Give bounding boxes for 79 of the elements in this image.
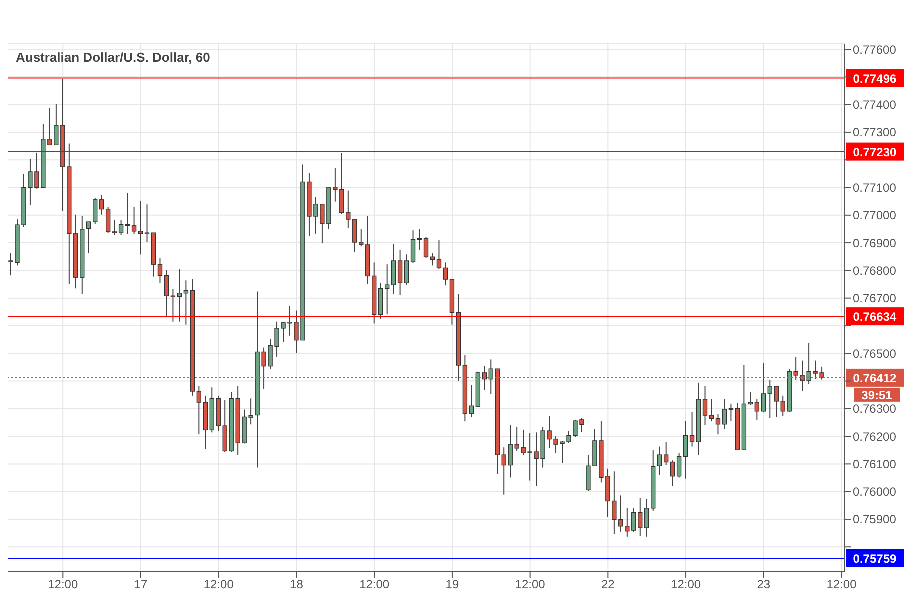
x-tick-label: 19 [446,578,460,592]
x-tick-label: 12:00 [826,578,858,592]
candlestick [657,446,662,476]
x-tick-label: 12:00 [48,578,78,592]
x-tick-label: 23 [757,578,771,592]
candlestick [93,197,98,224]
candlestick [780,395,786,417]
candlestick [436,240,442,270]
candlestick [774,386,779,418]
candlestick [196,386,202,436]
y-tick-label: 0.77100 [853,181,897,196]
candlestick [644,498,650,538]
ref-line-label: 0.77496 [853,72,898,86]
ref-line-label: 0.77230 [853,145,898,160]
candlestick [664,442,669,466]
candlestick [352,219,358,253]
candlestick [702,386,708,426]
candlestick [99,194,104,216]
candlestick [502,447,506,496]
candlestick [728,403,734,422]
candlestick [638,498,643,537]
candlestick [424,236,429,259]
y-tick-label: 0.76000 [853,485,897,500]
candlestick [632,508,636,532]
candlestick [404,254,410,286]
x-tick-label: 12:00 [360,578,390,592]
y-tick-label: 0.77300 [853,126,897,140]
candlestick [177,268,182,322]
y-tick-label: 0.76700 [853,292,897,306]
candlestick [722,399,728,430]
candlestick [359,228,364,248]
candlestick [164,270,170,317]
candlestick [670,460,676,487]
y-tick-label: 0.76800 [853,264,897,278]
candlestick [488,359,494,395]
y-tick-label: 0.77600 [853,42,897,57]
y-tick-label: 0.77000 [853,208,897,223]
candlestick [690,412,695,448]
candlestick [184,280,189,326]
x-tick-label: 12:00 [204,578,234,592]
candlestick [384,264,390,316]
x-tick-label: 12:00 [515,578,546,592]
y-tick-label: 0.76300 [853,402,897,416]
candlestick [761,362,766,413]
candlestick [170,288,176,322]
candlestick [138,200,144,256]
candlestick [118,220,124,236]
candlestick [469,384,474,418]
y-tick-label: 0.76500 [853,346,897,361]
candlestick [683,420,688,480]
y-tick-label: 0.76900 [853,236,897,250]
y-tick-label: 0.76200 [853,430,897,444]
text: 39:51 [862,388,893,402]
candlestick [86,222,92,254]
ref-line-label: 0.75759 [853,552,898,566]
candlestick [676,452,682,478]
y-tick-label: 0.76100 [853,457,897,472]
y-tick-label: 0.77400 [853,98,897,112]
ref-line-label: 0.76634 [853,310,898,324]
candlestick [132,206,137,235]
ref-line-label: 0.76412 [853,371,898,386]
x-tick-label: 17 [134,578,148,592]
candlestick [158,258,163,284]
x-tick-label: 18 [290,578,304,592]
candlestick [410,230,416,264]
candlestick [754,399,760,420]
candlestick [106,206,111,234]
candlestick [443,262,448,286]
candlestick [716,414,721,436]
x-tick-label: 22 [601,578,616,592]
candlestick [398,249,403,296]
y-tick-label: 0.75900 [853,512,897,527]
candlestick [768,380,772,419]
candlestick [709,399,714,422]
x-tick-label: 12:00 [671,578,702,592]
text: Australian Dollar/U.S. Dollar, 60 [16,50,210,65]
candlestick [748,392,754,406]
candlestick [112,220,118,236]
candlestick [144,204,150,243]
